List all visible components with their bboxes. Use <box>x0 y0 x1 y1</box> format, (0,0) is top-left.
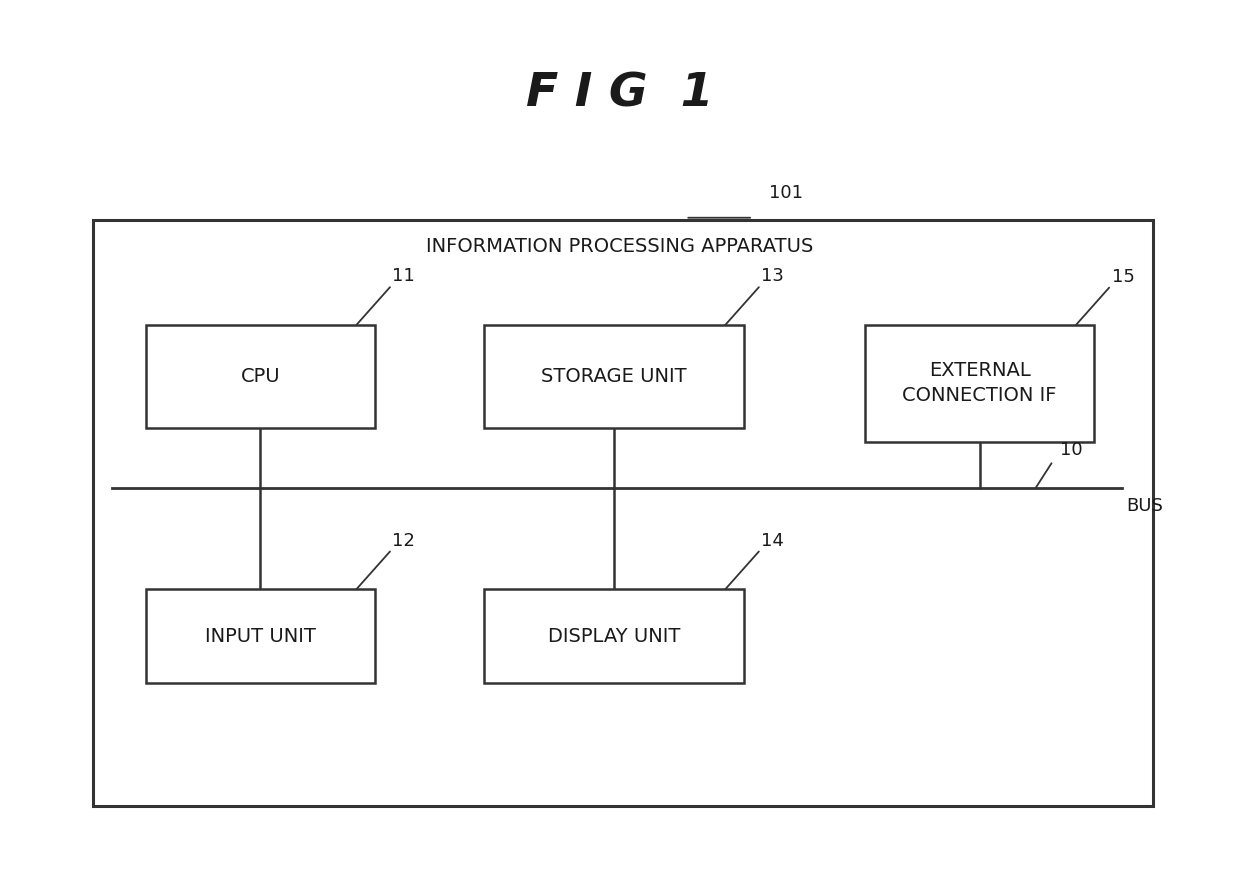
Text: 15: 15 <box>1112 268 1135 286</box>
Text: DISPLAY UNIT: DISPLAY UNIT <box>548 626 680 646</box>
Bar <box>484 324 744 428</box>
Text: INFORMATION PROCESSING APPARATUS: INFORMATION PROCESSING APPARATUS <box>427 237 813 256</box>
Bar <box>866 325 1094 442</box>
Bar <box>484 590 744 683</box>
Text: INPUT UNIT: INPUT UNIT <box>205 626 316 646</box>
Text: 11: 11 <box>392 267 415 285</box>
Text: 101: 101 <box>769 184 802 202</box>
Text: F I G  1: F I G 1 <box>526 72 714 116</box>
Bar <box>146 590 374 683</box>
Text: CPU: CPU <box>241 366 280 386</box>
Text: STORAGE UNIT: STORAGE UNIT <box>541 366 687 386</box>
Text: 14: 14 <box>761 531 784 549</box>
Text: 10: 10 <box>1060 441 1083 459</box>
Bar <box>146 324 374 428</box>
Text: 12: 12 <box>392 531 415 549</box>
Text: EXTERNAL
CONNECTION IF: EXTERNAL CONNECTION IF <box>903 361 1056 406</box>
Text: 13: 13 <box>761 267 784 285</box>
Text: BUS: BUS <box>1126 497 1163 515</box>
Bar <box>93 220 1153 806</box>
